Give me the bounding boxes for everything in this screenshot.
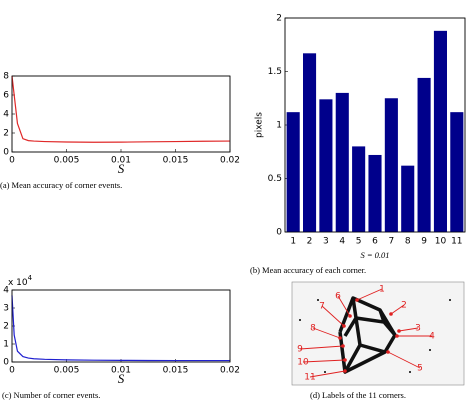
corner-label: 1 (379, 285, 385, 295)
x-tick-label: 6 (372, 237, 378, 247)
x-tick-label: 2 (307, 237, 313, 247)
arrow-head (389, 312, 393, 316)
x-axis-label: S (118, 371, 125, 386)
caption: (b) Mean accuracy of each corner. (250, 265, 366, 275)
arrow-head (341, 344, 345, 348)
bar (401, 165, 415, 232)
multiplier-exponent: 4 (28, 274, 33, 282)
arrow-head (355, 298, 359, 302)
bar (433, 30, 447, 233)
caption: (c) Number of corner events. (2, 390, 100, 400)
corner-label: 9 (297, 345, 303, 355)
arrow-head (343, 369, 347, 373)
x-tick-label: 0.02 (220, 366, 240, 376)
y-tick-label: 8 (3, 72, 9, 82)
plot-frame (284, 17, 466, 233)
data-line (11, 295, 230, 362)
x-axis-label: S = 0.01 (360, 250, 389, 260)
x-tick-label: 8 (405, 237, 411, 247)
label-arrow (312, 327, 341, 339)
corner-label: 11 (304, 373, 315, 383)
bar (286, 112, 300, 232)
label-arrow (390, 304, 405, 315)
x-tick-label: 3 (323, 237, 329, 247)
y-tick-label: 0 (276, 228, 282, 238)
x-tick-label: 10 (435, 237, 447, 247)
arrow-head (386, 350, 390, 354)
bar (303, 53, 317, 233)
bar (319, 99, 333, 232)
arrow-head (342, 324, 346, 328)
label-arrow (398, 327, 419, 332)
data-line (11, 75, 231, 143)
y-tick-label: 0 (3, 148, 9, 158)
x-tick-label: 0.005 (54, 156, 80, 166)
caption: (a) Mean accuracy of corner events. (0, 180, 122, 190)
arrow-head (397, 329, 401, 333)
label-arrow (356, 288, 383, 301)
multiplier-base: x 10 (8, 278, 28, 288)
y-tick-label: 0.5 (268, 174, 282, 184)
x-tick-label: 0 (9, 156, 15, 166)
x-tick-label: 0.015 (163, 366, 189, 376)
y-tick-label: 1.5 (268, 67, 282, 77)
y-tick-label: 1 (3, 340, 9, 350)
x-tick-label: 7 (388, 237, 394, 247)
bar (417, 77, 431, 232)
x-tick-label: 1 (290, 237, 296, 247)
label-arrow (337, 295, 351, 317)
label-arrow (321, 305, 345, 327)
y-tick-label: 2 (3, 129, 9, 139)
corner-label: 6 (335, 292, 341, 302)
arrow-head (348, 314, 352, 318)
arrow-head (338, 336, 342, 340)
y-tick-label: 2 (276, 14, 282, 24)
bar (450, 112, 464, 232)
bar (384, 98, 398, 232)
plot-frame (11, 75, 231, 153)
plot-area (11, 75, 231, 153)
x-tick-label: 0 (9, 366, 15, 376)
x-tick-label: 11 (451, 237, 462, 247)
plot-area (11, 289, 231, 363)
corner-label: 2 (401, 301, 407, 311)
corner-image (291, 281, 465, 386)
corner-label: 4 (429, 332, 435, 342)
x-tick-label: 0.01 (111, 156, 131, 166)
y-tick-label: 0 (3, 358, 9, 368)
corner-label: 5 (417, 364, 423, 374)
x-tick-label: 0.01 (111, 366, 131, 376)
x-tick-label: 0.02 (220, 156, 240, 166)
corner-label: 10 (297, 358, 309, 368)
y-axis-label: pixels (255, 112, 265, 138)
x-axis-label: S (118, 161, 125, 176)
label-arrow (309, 370, 346, 378)
bar (335, 92, 349, 233)
label-arrow (302, 359, 346, 363)
y-tick-label: 4 (3, 286, 9, 296)
corner-label: 3 (415, 324, 421, 334)
y-tick-label: 4 (3, 110, 9, 120)
x-tick-label: 5 (356, 237, 362, 247)
bar (352, 146, 366, 232)
x-tick-label: 0.005 (54, 366, 80, 376)
arrow-head (395, 334, 399, 338)
y-tick-label: 2 (3, 322, 9, 332)
corner-label: 8 (310, 324, 316, 334)
x-tick-label: 0.015 (163, 156, 189, 166)
y-tick-label: 6 (3, 91, 9, 101)
x-tick-label: 4 (339, 237, 345, 247)
label-arrow (387, 351, 421, 369)
arrow-head (343, 358, 347, 362)
bar (368, 154, 382, 232)
corner-label: 7 (319, 302, 325, 312)
label-arrow (299, 345, 344, 350)
x-tick-label: 9 (421, 237, 427, 247)
caption: (d) Labels of the 11 corners. (310, 390, 406, 400)
plot-frame (11, 289, 231, 363)
y-multiplier: x 104 (8, 274, 33, 288)
y-tick-label: 3 (3, 304, 9, 314)
y-tick-label: 1 (276, 121, 282, 131)
